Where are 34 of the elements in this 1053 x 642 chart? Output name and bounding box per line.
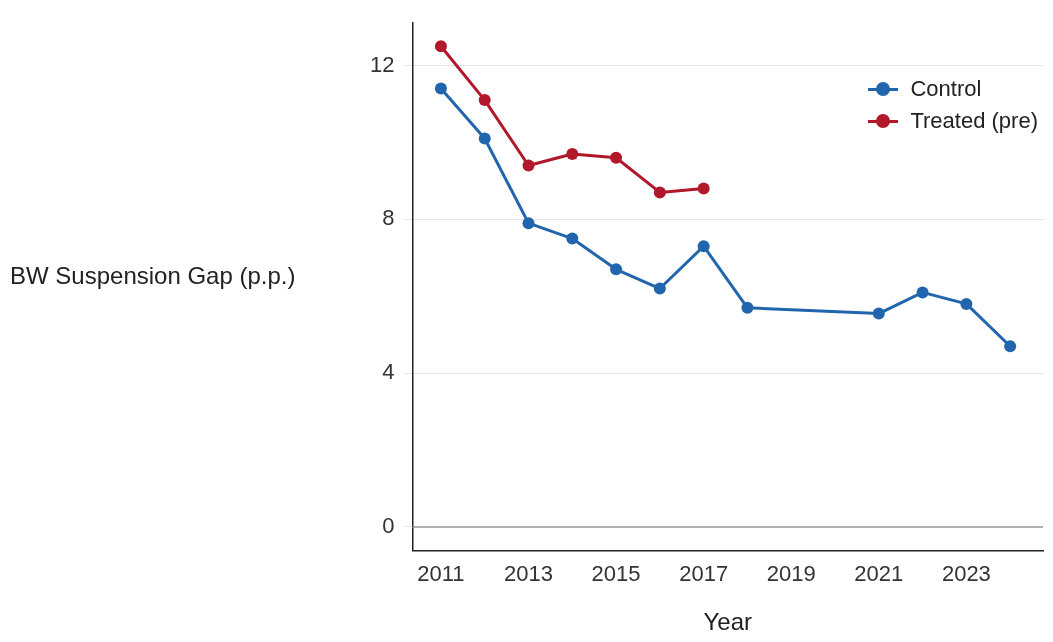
point	[697, 240, 710, 253]
point	[610, 263, 623, 276]
y-tick-label: 8	[382, 205, 395, 231]
x-tick-label: 2019	[766, 561, 816, 587]
point	[434, 82, 447, 95]
x-tick-label: 2017	[679, 561, 729, 587]
point	[566, 232, 579, 245]
x-axis-title: Year	[703, 608, 752, 636]
legend-label: Control	[910, 76, 982, 103]
x-tick-label: 2021	[854, 561, 904, 587]
y-tick-label: 4	[382, 359, 395, 385]
point	[566, 147, 579, 160]
point	[916, 286, 929, 299]
point	[872, 307, 885, 320]
x-tick-label: 2013	[504, 561, 553, 587]
point	[434, 40, 447, 53]
legend-label: Treated (pre)	[910, 108, 1038, 135]
point	[478, 94, 491, 107]
point	[522, 217, 535, 230]
point	[960, 297, 973, 310]
x-tick-label: 2015	[591, 561, 641, 587]
point	[522, 159, 535, 172]
y-tick-label: 0	[382, 513, 395, 539]
y-axis-title: BW Suspension Gap (p.p.)	[10, 262, 296, 290]
point	[478, 132, 491, 145]
point	[1004, 340, 1017, 353]
y-tick-label: 12	[369, 51, 395, 77]
point	[653, 186, 666, 199]
point	[653, 282, 666, 295]
point	[610, 151, 623, 164]
point	[741, 301, 754, 314]
x-tick-label: 2023	[941, 561, 991, 587]
x-tick-label: 2011	[417, 561, 465, 587]
point	[697, 182, 710, 195]
